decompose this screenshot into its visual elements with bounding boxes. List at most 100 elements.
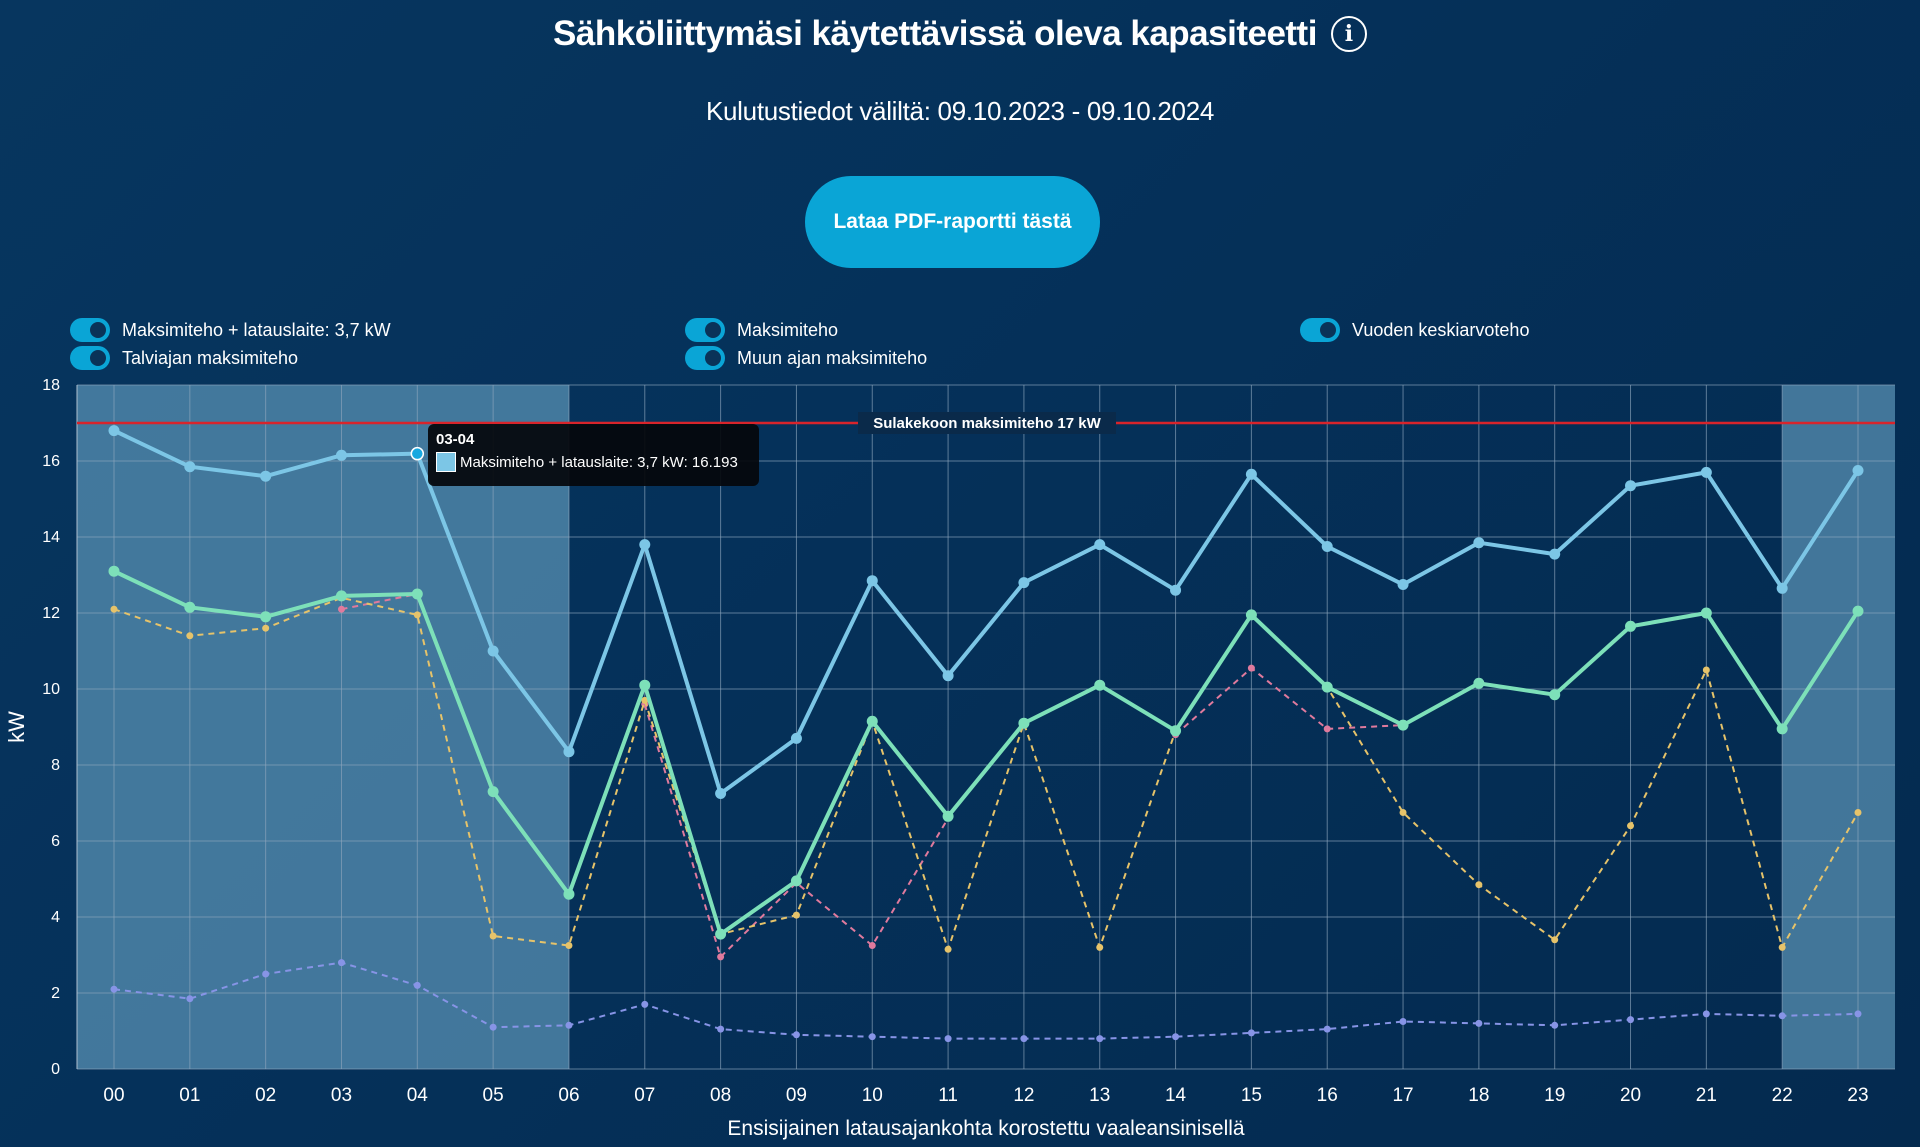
toggle-switch[interactable] (685, 318, 725, 342)
data-point-max (866, 715, 878, 727)
y-axis-label: kW (4, 711, 29, 743)
active-point-marker (410, 446, 425, 461)
data-point-average (413, 981, 421, 989)
x-tick-label: 07 (634, 1085, 655, 1106)
data-point-other (1247, 664, 1255, 672)
data-point-charger (487, 645, 499, 657)
legend-item-average[interactable]: Vuoden keskiarvoteho (1300, 318, 1529, 342)
data-point-max (184, 601, 196, 613)
data-point-max (639, 679, 651, 691)
data-point-max (1776, 723, 1788, 735)
data-point-charger (866, 575, 878, 587)
data-point-average (944, 1035, 952, 1043)
data-point-charger (1321, 541, 1333, 552)
download-pdf-button[interactable]: Lataa PDF-raportti tästä (805, 176, 1100, 268)
x-tick-label: 21 (1696, 1085, 1717, 1106)
data-point-max (1245, 609, 1257, 621)
data-point-winter (641, 696, 649, 704)
data-point-charger (563, 746, 575, 758)
x-tick-label: 06 (558, 1085, 579, 1106)
x-tick-label: 20 (1620, 1085, 1641, 1106)
data-point-average (792, 1031, 800, 1039)
x-tick-label: 01 (179, 1085, 200, 1106)
data-point-average (1020, 1035, 1028, 1043)
y-tick-label: 12 (42, 605, 60, 622)
y-tick-label: 6 (51, 833, 60, 850)
highlight-band (1782, 385, 1895, 1069)
data-point-max (1397, 719, 1409, 731)
data-point-average (717, 1025, 725, 1033)
data-point-average (1172, 1033, 1180, 1041)
legend-label: Muun ajan maksimiteho (737, 347, 928, 368)
data-point-charger (942, 670, 954, 682)
x-tick-label: 04 (407, 1085, 429, 1106)
series-line-winter (113, 596, 1859, 951)
data-point-charger (1625, 480, 1637, 492)
data-point-winter (1702, 666, 1710, 674)
info-icon[interactable]: i (1330, 16, 1367, 52)
legend-label: Talviajan maksimiteho (122, 347, 299, 368)
data-point-average (1854, 1010, 1862, 1018)
data-point-max (1625, 620, 1637, 632)
x-tick-label: 12 (1013, 1085, 1034, 1106)
x-tick-label: 15 (1241, 1085, 1262, 1106)
data-point-winter (792, 911, 800, 919)
data-point-max (1549, 689, 1561, 701)
data-point-max (942, 810, 954, 822)
x-tick-label: 17 (1392, 1085, 1413, 1106)
data-point-winter (1551, 936, 1559, 944)
toggle-switch[interactable] (70, 318, 110, 342)
data-point-charger (639, 539, 651, 551)
series-line-charger (113, 428, 1860, 796)
toggle-switch[interactable] (685, 346, 725, 370)
x-tick-label: 05 (483, 1085, 504, 1106)
legend-label: Vuoden keskiarvoteho (1352, 319, 1530, 340)
data-point-winter (110, 605, 118, 613)
data-point-charger (108, 425, 120, 437)
series-line-max (113, 569, 1860, 937)
x-tick-label: 10 (862, 1085, 883, 1106)
series-line-other (341, 593, 418, 611)
series-line-other (643, 703, 949, 958)
toggle-switch[interactable] (1300, 318, 1340, 342)
series-line-average (113, 961, 1859, 1040)
data-point-max (1700, 607, 1712, 619)
data-point-charger (1473, 537, 1485, 549)
data-point-average (1475, 1019, 1483, 1027)
y-tick-label: 10 (42, 681, 60, 698)
legend-item-charger[interactable]: Maksimiteho + latauslaite: 3,7 kW (70, 318, 391, 342)
data-point-average (1551, 1021, 1559, 1029)
x-tick-label: 09 (786, 1085, 807, 1106)
fuse-limit-label-bg (858, 412, 1116, 434)
y-tick-label: 4 (51, 909, 60, 926)
data-point-charger (790, 732, 802, 744)
legend-item-other[interactable]: Muun ajan maksimiteho (685, 346, 927, 370)
data-point-average (641, 1000, 649, 1008)
x-tick-label: 16 (1317, 1085, 1338, 1106)
data-point-average (337, 959, 345, 967)
data-point-charger (1397, 579, 1409, 590)
data-point-max (108, 565, 120, 577)
data-point-winter (413, 611, 421, 619)
data-point-charger (1245, 468, 1257, 480)
data-point-other (337, 605, 345, 613)
legend-item-winter[interactable]: Talviajan maksimiteho (70, 346, 298, 370)
data-point-max (563, 888, 575, 900)
legend-label: Maksimiteho (737, 319, 839, 340)
x-axis-label: Ensisijainen latausajankohta korostettu … (727, 1117, 1244, 1140)
data-point-average (1778, 1012, 1786, 1020)
data-point-max (1170, 725, 1182, 737)
data-point-other (717, 953, 725, 961)
data-point-charger (260, 470, 272, 482)
x-tick-label: 14 (1165, 1085, 1187, 1106)
data-point-charger (1170, 584, 1182, 596)
data-point-average (1702, 1010, 1710, 1018)
data-point-max (1018, 717, 1030, 729)
date-range-subtitle: Kulutustiedot väliltä: 09.10.2023 - 09.1… (705, 96, 1215, 126)
data-point-winter (1475, 881, 1483, 889)
data-point-winter (1627, 822, 1635, 830)
x-tick-label: 08 (710, 1085, 731, 1106)
legend-item-max[interactable]: Maksimiteho (685, 318, 838, 342)
toggle-switch[interactable] (70, 346, 110, 370)
